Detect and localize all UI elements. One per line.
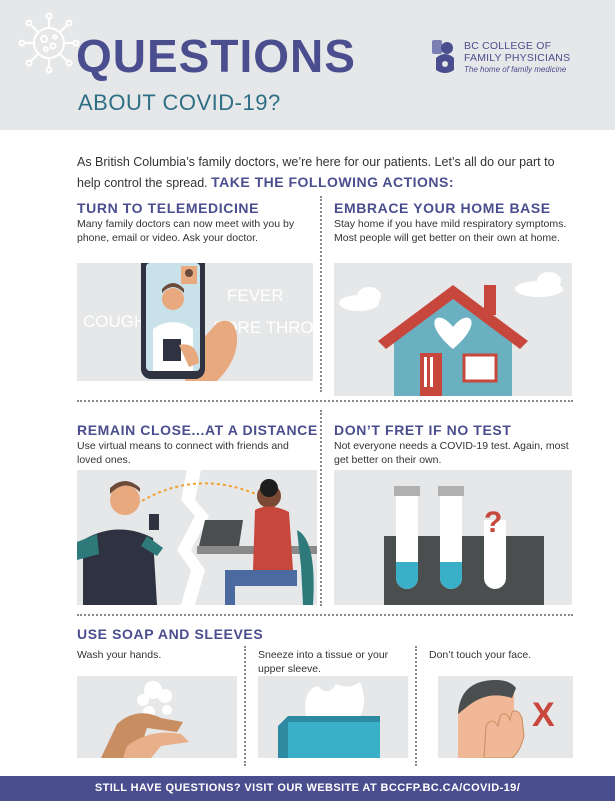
section-title-soap: USE SOAP AND SLEEVES — [77, 626, 264, 642]
symptom-word-1: COUGH — [83, 312, 146, 331]
section-body-telemedicine: Many family doctors can now meet with yo… — [77, 218, 295, 244]
divider-vertical-middle — [320, 410, 322, 606]
section-title-no-test: DON’T FRET IF NO TEST — [334, 422, 512, 438]
tissue-box-illustration — [258, 676, 408, 758]
section-body-distance: Use virtual means to connect with friend… — [77, 440, 289, 466]
logo-tagline: The home of family medicine — [464, 65, 567, 74]
no-test-illustration: ? — [334, 470, 572, 605]
logo-line-1: BC COLLEGE OF — [464, 40, 552, 52]
home-base-illustration — [334, 263, 572, 396]
soap-item-face-text: Don’t touch your face. — [429, 649, 532, 661]
no-touch-x-mark: X — [532, 696, 555, 734]
divider-vertical-bottom-2 — [415, 646, 417, 766]
virus-icon — [18, 12, 80, 74]
section-title-home-base: EMBRACE YOUR HOME BASE — [334, 200, 551, 216]
wash-hands-illustration — [77, 676, 237, 758]
divider-vertical-top — [320, 196, 322, 392]
divider-horizontal-2 — [77, 614, 573, 616]
section-body-home-base: Stay home if you have mild respiratory s… — [334, 218, 567, 244]
section-body-no-test: Not everyone needs a COVID-19 test. Agai… — [334, 440, 569, 466]
divider-horizontal-1 — [77, 400, 573, 402]
soap-item-wash-text: Wash your hands. — [77, 649, 162, 661]
no-face-touch-illustration: X — [438, 676, 573, 758]
telemedicine-illustration: COUGH FEVER SORE THROAT — [77, 263, 313, 381]
distance-illustration — [77, 470, 317, 605]
section-title-telemedicine: TURN TO TELEMEDICINE — [77, 200, 260, 216]
intro-cta: TAKE THE FOLLOWING ACTIONS: — [211, 174, 455, 190]
intro-paragraph: As British Columbia’s family doctors, we… — [77, 152, 577, 193]
website-link[interactable]: STILL HAVE QUESTIONS? VISIT OUR WEBSITE … — [94, 782, 521, 794]
header-banner: QUESTIONS ABOUT COVID-19? BC COLLEGE OF … — [0, 0, 615, 130]
footer-banner: STILL HAVE QUESTIONS? VISIT OUR WEBSITE … — [0, 776, 615, 801]
soap-item-sneeze-text: Sneeze into a tissue or your upper sleev… — [258, 649, 389, 675]
page-title: QUESTIONS — [76, 30, 356, 82]
question-mark: ? — [484, 506, 502, 539]
intro-text: As British Columbia’s family doctors, we… — [77, 155, 555, 190]
logo-line-2: FAMILY PHYSICIANS — [464, 52, 571, 64]
section-title-distance: REMAIN CLOSE...AT A DISTANCE — [77, 422, 318, 438]
symptom-word-2: FEVER — [227, 286, 284, 305]
divider-vertical-bottom-1 — [244, 646, 246, 766]
college-logo-icon — [432, 40, 454, 73]
symptom-word-3: SORE THROAT — [213, 318, 313, 337]
page-subtitle: ABOUT COVID-19? — [78, 90, 281, 115]
college-logo: BC COLLEGE OF FAMILY PHYSICIANS The home… — [430, 36, 590, 86]
